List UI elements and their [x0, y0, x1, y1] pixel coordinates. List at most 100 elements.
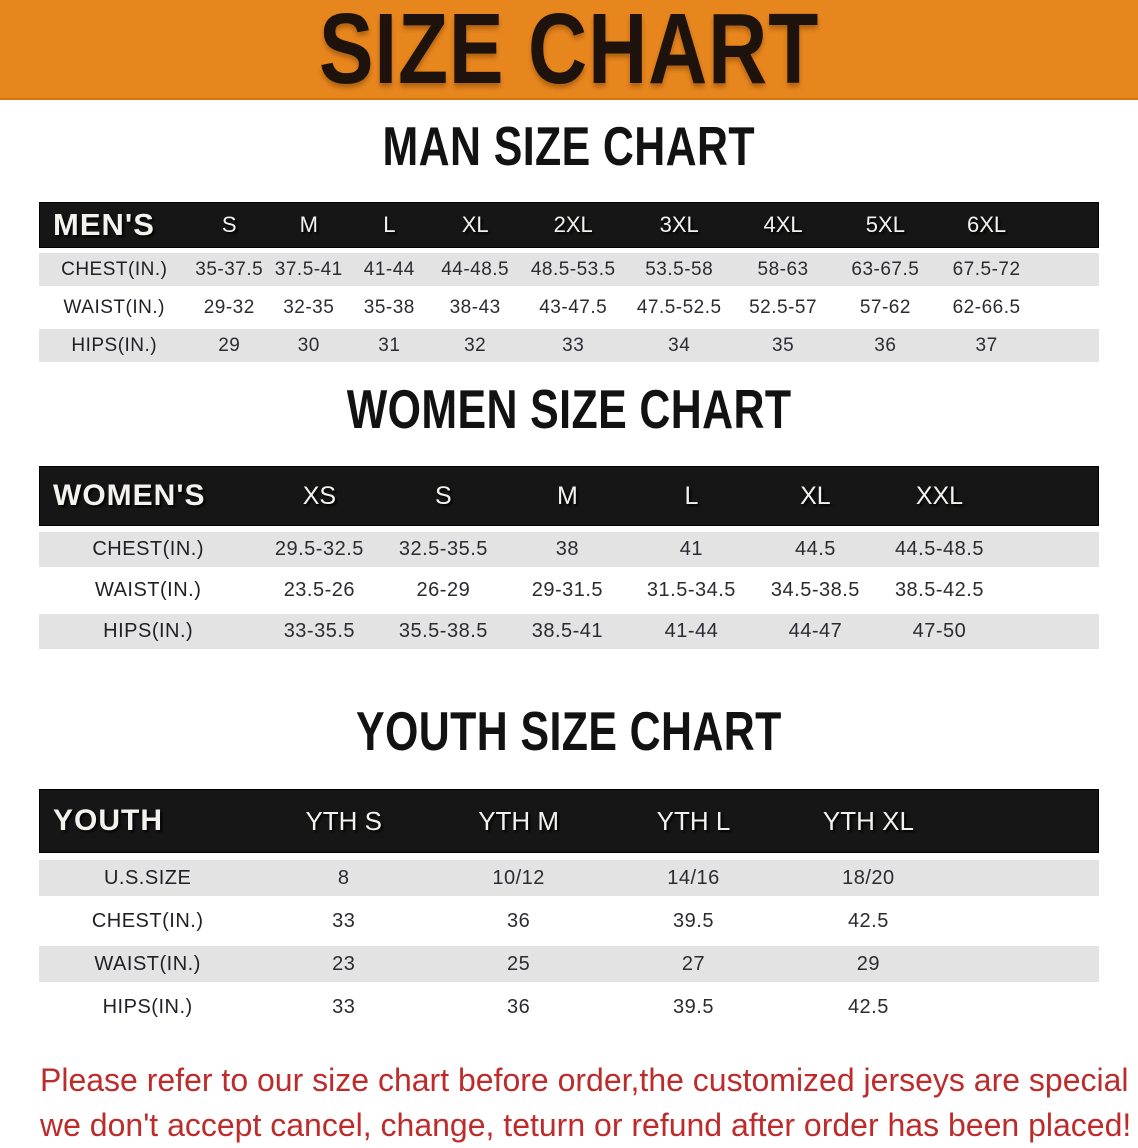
measure-value: 33	[332, 995, 356, 1018]
measure-value: 44.5	[794, 538, 836, 560]
measure-value: 47-50	[912, 620, 967, 642]
measure-value: 30	[297, 334, 320, 356]
measure-value: 29-31.5	[531, 579, 604, 601]
measure-label: HIPS(IN.)	[102, 995, 193, 1018]
filler-cell	[956, 789, 1099, 853]
measure-value: 29-32	[203, 296, 255, 318]
measure-value: 32	[464, 334, 487, 356]
filler-cell	[1001, 573, 1099, 608]
measure-value: 48.5-53.5	[530, 258, 616, 280]
measure-value: 14/16	[667, 866, 720, 889]
measure-value: 27	[681, 952, 706, 975]
filler-cell	[1001, 532, 1099, 567]
women-header-row: WOMEN'S XS S M L XL XXL	[39, 466, 1099, 526]
disclaimer: Please refer to our size chart before or…	[40, 1058, 1138, 1148]
measure-value: 38-43	[449, 296, 501, 318]
measure-value: 41-44	[664, 620, 719, 642]
measure-value: 33	[562, 334, 585, 356]
measure-value: 10/12	[492, 866, 545, 889]
measure-value: 37.5-41	[274, 258, 343, 280]
men-waist-row: WAIST(IN.) 29-32 32-35 35-38 38-43 43-47…	[39, 291, 1099, 324]
measure-value: 34	[668, 334, 691, 356]
measure-value: 31	[378, 334, 401, 356]
measure-value: 35.5-38.5	[398, 620, 488, 642]
measure-value: 53.5-58	[645, 258, 714, 280]
men-hips-row: HIPS(IN.) 29 30 31 32 33 34 35 36 37	[39, 329, 1099, 362]
measure-value: 41-44	[363, 258, 415, 280]
measure-value: 29.5-32.5	[274, 538, 364, 560]
page-title: SIZE CHART	[318, 0, 820, 100]
size-col-header: L	[684, 481, 699, 510]
measure-value: 63-67.5	[851, 258, 920, 280]
size-col-header: XXL	[915, 481, 964, 510]
measure-value: 47.5-52.5	[636, 296, 722, 318]
measure-value: 23.5-26	[283, 579, 356, 601]
banner: SIZE CHART	[0, 0, 1138, 100]
size-col-header: 3XL	[659, 212, 699, 237]
measure-label: CHEST(IN.)	[92, 538, 205, 560]
measure-value: 33	[332, 909, 356, 932]
size-col-header: 2XL	[553, 212, 593, 237]
filler-cell	[1036, 291, 1099, 324]
youth-section-heading: YOUTH SIZE CHART	[0, 700, 1138, 769]
measure-value: 39.5	[673, 909, 714, 932]
measure-value: 42.5	[847, 995, 889, 1018]
size-col-header: L	[383, 212, 396, 237]
youth-hips-row: HIPS(IN.) 33 36 39.5 42.5	[39, 989, 1099, 1025]
men-size-table: MEN'S S M L XL 2XL 3XL 4XL 5XL 6XL CHEST…	[39, 197, 1099, 367]
youth-chest-row: CHEST(IN.) 33 36 39.5 42.5	[39, 903, 1099, 939]
disclaimer-line-2: we don't accept cancel, change, teturn o…	[40, 1107, 1132, 1143]
measure-value: 57-62	[859, 296, 911, 318]
section-women: WOMEN SIZE CHART WOMEN'S XS S M L XL XXL	[0, 378, 1138, 655]
filler-cell	[956, 946, 1099, 982]
measure-value: 36	[874, 334, 897, 356]
size-col-header: S	[435, 481, 452, 510]
measure-value: 38.5-42.5	[894, 579, 984, 601]
women-section-heading: WOMEN SIZE CHART	[0, 378, 1138, 447]
measure-value: 37	[975, 334, 998, 356]
women-chest-row: CHEST(IN.) 29.5-32.5 32.5-35.5 38 41 44.…	[39, 532, 1099, 567]
measure-label: WAIST(IN.)	[94, 952, 201, 975]
women-size-table: WOMEN'S XS S M L XL XXL CHEST(IN.) 29.5-…	[39, 460, 1099, 655]
size-col-header: 4XL	[763, 212, 803, 237]
youth-corner-label: YOUTH	[53, 804, 163, 837]
size-col-header: YTH S	[305, 805, 383, 836]
men-chest-row: CHEST(IN.) 35-37.5 37.5-41 41-44 44-48.5…	[39, 253, 1099, 286]
measure-value: 18/20	[842, 866, 895, 889]
filler-cell	[1001, 614, 1099, 649]
measure-label: WAIST(IN.)	[63, 296, 165, 318]
measure-value: 36	[507, 909, 531, 932]
measure-value: 25	[507, 952, 531, 975]
measure-label: U.S.SIZE	[103, 866, 192, 889]
measure-value: 44.5-48.5	[894, 538, 984, 560]
size-col-header: M	[299, 212, 318, 237]
measure-value: 44-48.5	[441, 258, 510, 280]
women-hips-row: HIPS(IN.) 33-35.5 35.5-38.5 38.5-41 41-4…	[39, 614, 1099, 649]
measure-value: 67.5-72	[952, 258, 1021, 280]
women-section-heading-text: WOMEN SIZE CHART	[346, 378, 792, 440]
size-col-header: 5XL	[865, 212, 905, 237]
measure-label: WAIST(IN.)	[94, 579, 202, 601]
measure-label: HIPS(IN.)	[71, 334, 158, 356]
measure-value: 35	[772, 334, 795, 356]
youth-section-heading-text: YOUTH SIZE CHART	[356, 700, 782, 762]
measure-value: 29	[218, 334, 241, 356]
women-waist-row: WAIST(IN.) 23.5-26 26-29 29-31.5 31.5-34…	[39, 573, 1099, 608]
size-col-header: XL	[461, 212, 489, 237]
filler-cell	[1036, 329, 1099, 362]
measure-value: 29	[856, 952, 881, 975]
measure-value: 32.5-35.5	[398, 538, 488, 560]
filler-cell	[956, 989, 1099, 1025]
measure-value: 35-37.5	[195, 258, 264, 280]
measure-value: 34.5-38.5	[770, 579, 860, 601]
measure-value: 58-63	[757, 258, 809, 280]
measure-value: 36	[507, 995, 531, 1018]
filler-cell	[956, 903, 1099, 939]
men-header-row: MEN'S S M L XL 2XL 3XL 4XL 5XL 6XL	[39, 202, 1099, 248]
filler-cell	[1036, 202, 1099, 248]
women-corner-label: WOMEN'S	[53, 479, 206, 512]
measure-value: 62-66.5	[952, 296, 1021, 318]
men-corner-label: MEN'S	[53, 207, 155, 242]
measure-value: 8	[337, 866, 350, 889]
